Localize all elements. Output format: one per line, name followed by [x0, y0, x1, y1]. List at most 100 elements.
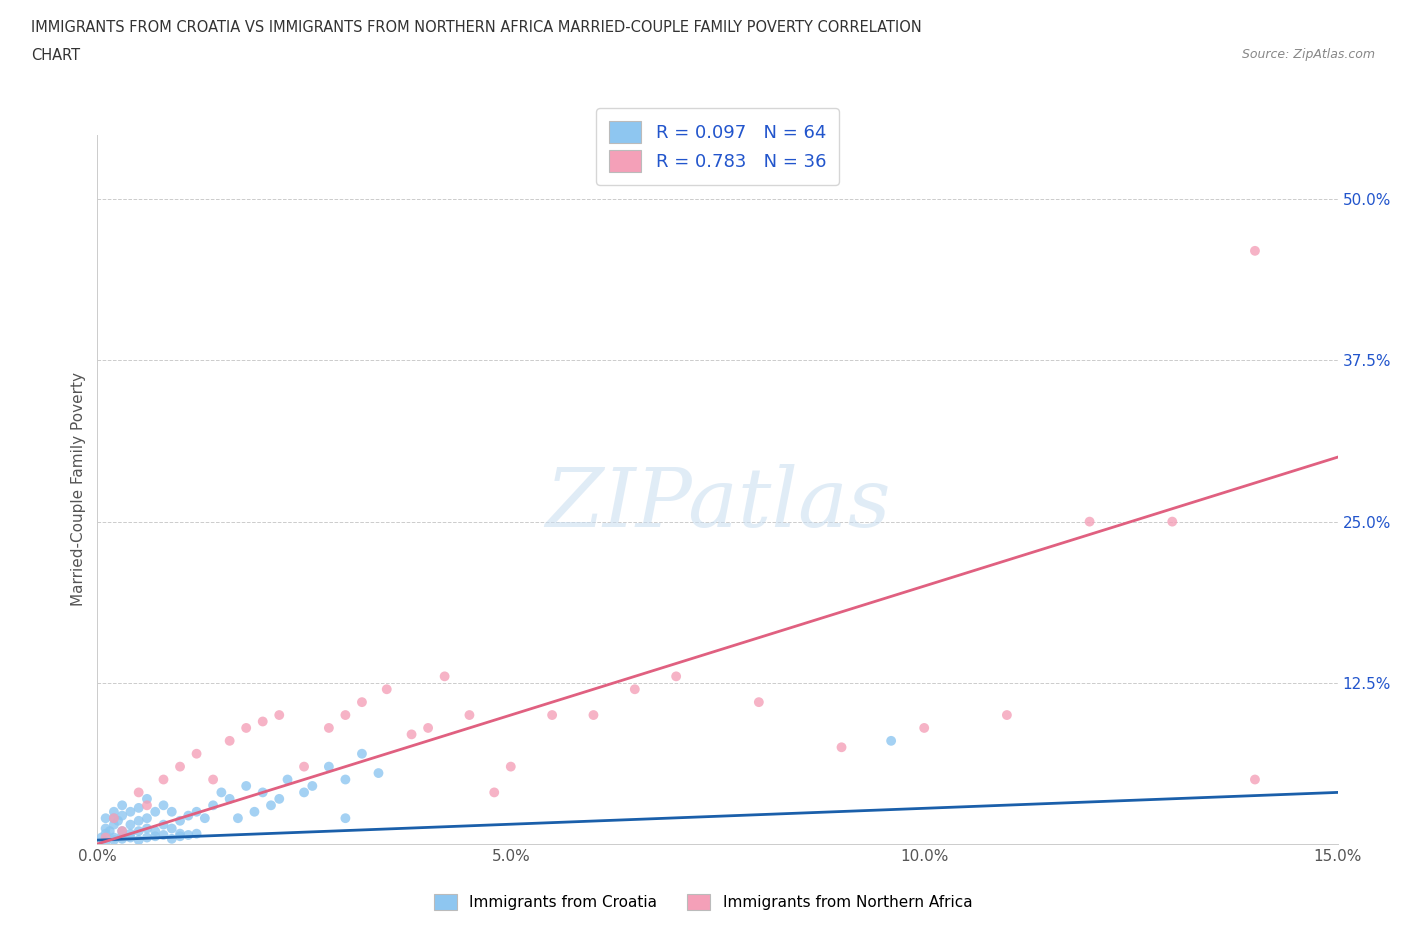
Point: [94, 834, 117, 849]
Point: [169, 759, 191, 774]
Point: [624, 682, 647, 697]
Point: [831, 740, 853, 755]
Point: [128, 814, 150, 829]
Point: [269, 791, 291, 806]
Point: [136, 791, 159, 806]
Y-axis label: Married-Couple Family Poverty: Married-Couple Family Poverty: [72, 372, 86, 606]
Point: [375, 682, 398, 697]
Point: [541, 708, 564, 723]
Point: [143, 824, 166, 839]
Point: [416, 721, 439, 736]
Point: [120, 826, 142, 841]
Point: [318, 759, 340, 774]
Point: [301, 778, 323, 793]
Point: [177, 808, 200, 823]
Point: [458, 708, 481, 723]
Point: [912, 721, 935, 736]
Point: [401, 727, 423, 742]
Point: [292, 785, 315, 800]
Point: [194, 811, 217, 826]
Point: [186, 826, 208, 841]
Point: [94, 811, 117, 826]
Point: [111, 808, 134, 823]
Point: [186, 746, 208, 761]
Point: [1244, 244, 1267, 259]
Point: [94, 830, 117, 845]
Point: [1078, 514, 1101, 529]
Point: [128, 785, 150, 800]
Point: [484, 785, 506, 800]
Point: [748, 695, 770, 710]
Point: [128, 801, 150, 816]
Text: CHART: CHART: [31, 48, 80, 63]
Point: [103, 804, 125, 819]
Point: [269, 708, 291, 723]
Point: [218, 734, 240, 749]
Point: [226, 811, 249, 826]
Point: [218, 791, 240, 806]
Point: [128, 832, 150, 847]
Text: IMMIGRANTS FROM CROATIA VS IMMIGRANTS FROM NORTHERN AFRICA MARRIED-COUPLE FAMILY: IMMIGRANTS FROM CROATIA VS IMMIGRANTS FR…: [31, 20, 922, 35]
Point: [1161, 514, 1184, 529]
Point: [111, 831, 134, 846]
Point: [277, 772, 299, 787]
Point: [103, 832, 125, 847]
Point: [186, 804, 208, 819]
Point: [665, 669, 688, 684]
Point: [111, 824, 134, 839]
Point: [202, 772, 225, 787]
Point: [160, 821, 183, 836]
Point: [209, 785, 232, 800]
Point: [120, 817, 142, 832]
Point: [136, 811, 159, 826]
Point: [235, 721, 257, 736]
Point: [143, 829, 166, 844]
Point: [111, 798, 134, 813]
Point: [433, 669, 456, 684]
Point: [152, 817, 174, 832]
Point: [169, 829, 191, 844]
Point: [136, 821, 159, 836]
Point: [94, 826, 117, 841]
Point: [177, 828, 200, 843]
Point: [235, 778, 257, 793]
Point: [880, 734, 903, 749]
Point: [143, 804, 166, 819]
Point: [499, 759, 522, 774]
Point: [169, 814, 191, 829]
Point: [98, 824, 121, 839]
Point: [243, 804, 266, 819]
Point: [103, 830, 125, 845]
Point: [995, 708, 1018, 723]
Point: [111, 828, 134, 843]
Point: [260, 798, 283, 813]
Point: [252, 785, 274, 800]
Point: [169, 826, 191, 841]
Point: [335, 708, 357, 723]
Point: [94, 821, 117, 836]
Point: [107, 814, 129, 829]
Point: [103, 817, 125, 832]
Point: [1244, 772, 1267, 787]
Text: ZIPatlas: ZIPatlas: [544, 463, 890, 543]
Point: [367, 765, 389, 780]
Legend: Immigrants from Croatia, Immigrants from Northern Africa: Immigrants from Croatia, Immigrants from…: [426, 886, 980, 918]
Point: [103, 811, 125, 826]
Point: [152, 798, 174, 813]
Point: [136, 798, 159, 813]
Point: [152, 828, 174, 843]
Text: Source: ZipAtlas.com: Source: ZipAtlas.com: [1241, 48, 1375, 61]
Point: [103, 811, 125, 826]
Point: [120, 830, 142, 845]
Point: [152, 772, 174, 787]
Point: [128, 824, 150, 839]
Point: [90, 830, 112, 845]
Point: [252, 714, 274, 729]
Point: [318, 721, 340, 736]
Point: [350, 746, 373, 761]
Point: [582, 708, 605, 723]
Point: [350, 695, 373, 710]
Point: [136, 830, 159, 845]
Point: [120, 804, 142, 819]
Legend: R = 0.097   N = 64, R = 0.783   N = 36: R = 0.097 N = 64, R = 0.783 N = 36: [596, 108, 839, 185]
